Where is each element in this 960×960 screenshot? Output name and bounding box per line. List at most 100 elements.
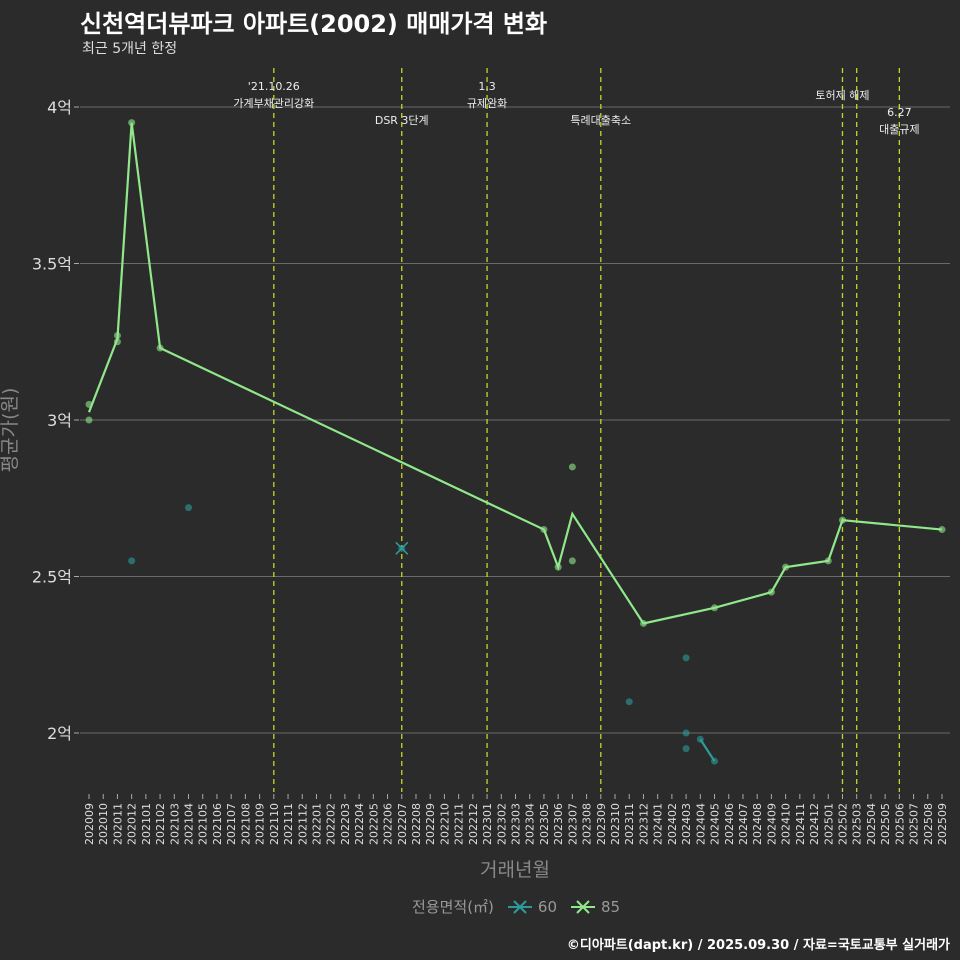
legend-marker-icon [571, 899, 595, 914]
y-tick-label: 2억 [47, 724, 72, 743]
data-point-85 [85, 416, 93, 424]
event-label: 규제완화 [467, 97, 507, 110]
x-tick-label: 202304 [524, 803, 537, 845]
data-point-60 [185, 504, 193, 512]
x-tick-label: 202203 [339, 803, 352, 845]
y-axis-title: 평균가(원) [0, 388, 21, 473]
legend-label: 60 [537, 897, 557, 916]
data-point-85 [568, 463, 576, 471]
x-tick-label: 202403 [680, 803, 693, 845]
series-line-85 [87, 122, 943, 625]
y-tick-label: 2.5억 [32, 568, 72, 587]
x-tick-label: 202111 [282, 803, 295, 845]
legend-title: 전용면적(㎡) [412, 898, 494, 916]
x-tick-label: 202204 [353, 803, 366, 845]
event-label: 1.3 [478, 80, 496, 93]
x-tick-label: 202408 [751, 803, 764, 845]
y-tick-label: 3.5억 [32, 255, 72, 274]
x-tick-label: 202509 [936, 803, 949, 845]
x-tick-label: 202504 [865, 803, 878, 845]
y-tick-label: 4억 [47, 98, 72, 117]
legend-item-60: 60 [507, 897, 557, 916]
x-tick-label: 202208 [410, 803, 423, 845]
x-tick-label: 202308 [581, 803, 594, 845]
series-line-60 [699, 738, 716, 762]
legend-marker-icon [507, 899, 532, 914]
x-tick-label: 202108 [239, 803, 252, 845]
x-tick-label: 202110 [268, 803, 281, 845]
x-tick-label: 202012 [126, 803, 139, 845]
x-tick-label: 202105 [197, 803, 210, 845]
x-tick-label: 202402 [666, 803, 679, 845]
x-tick-label: 202101 [140, 803, 153, 845]
x-tick-label: 202405 [709, 803, 722, 845]
x-tick-label: 202507 [908, 803, 921, 845]
x-tick-label: 202310 [609, 803, 622, 845]
x-tick-label: 202112 [296, 803, 309, 845]
x-tick-label: 202311 [623, 803, 636, 845]
x-tick-label: 202401 [652, 803, 665, 845]
x-tick-label: 202508 [922, 803, 935, 845]
x-tick-label: 202107 [225, 803, 238, 845]
legend-item-85: 85 [571, 898, 620, 916]
legend-label: 85 [601, 897, 621, 916]
data-point-85 [568, 557, 576, 565]
y-tick-label: 3억 [47, 411, 72, 430]
x-tick-label: 202104 [183, 803, 196, 845]
x-tick-label: 202211 [453, 803, 466, 845]
x-tick-label: 202102 [154, 803, 167, 845]
event-label: '21.10.26 [248, 80, 300, 93]
x-tick-label: 202106 [211, 803, 224, 845]
data-point-60 [625, 698, 633, 706]
x-tick-label: 202505 [879, 803, 892, 845]
x-tick-label: 202209 [424, 803, 437, 845]
x-tick-label: 202404 [694, 803, 707, 845]
x-tick-label: 202206 [382, 803, 395, 845]
x-tick-label: 202501 [822, 803, 835, 845]
x-tick-label: 202307 [566, 803, 579, 845]
x-tick-label: 202312 [637, 803, 650, 845]
x-tick-label: 202412 [808, 803, 821, 845]
data-point-60 [682, 745, 690, 753]
chart-subtitle: 최근 5개년 한정 [82, 41, 178, 57]
legend: 전용면적(㎡) 60 85 [412, 896, 620, 917]
data-point-60 [682, 654, 690, 662]
x-tick-label: 202302 [495, 803, 508, 845]
x-tick-label: 202406 [723, 803, 736, 845]
x-tick-label: 202109 [254, 803, 267, 845]
x-tick-label: 202301 [481, 803, 494, 845]
x-tick-label: 202205 [367, 803, 380, 845]
event-label: 토허제 해제 [815, 88, 869, 102]
x-tick-label: 202411 [794, 803, 807, 845]
x-tick-label: 202410 [780, 803, 793, 845]
x-tick-label: 202305 [538, 803, 551, 845]
x-tick-label: 202502 [836, 803, 849, 845]
x-tick-label: 202207 [396, 803, 409, 845]
x-tick-label: 202202 [325, 803, 338, 845]
x-tick-label: 202506 [893, 803, 906, 845]
event-label: 대출규제 [879, 123, 919, 136]
x-tick-label: 202103 [168, 803, 181, 845]
x-axis-title: 거래년월 [480, 859, 550, 881]
x-tick-label: 202407 [737, 803, 750, 845]
x-tick-label: 202201 [310, 803, 323, 845]
data-point-60 [682, 729, 690, 737]
x-tick-label: 202210 [438, 803, 451, 845]
event-label: 특례대출축소 [570, 114, 631, 127]
x-tick-label: 202309 [595, 803, 608, 845]
data-point-60 [128, 557, 136, 565]
event-label: 6.27 [887, 106, 912, 119]
x-tick-label: 202503 [851, 803, 864, 845]
x-tick-label: 202010 [97, 803, 110, 845]
x-tick-label: 202409 [765, 803, 778, 845]
x-tick-label: 202009 [83, 803, 96, 845]
x-tick-label: 202212 [467, 803, 480, 845]
chart-title: 신천역더뷰파크 아파트(2002) 매매가격 변화 [80, 10, 548, 38]
source-caption: ©디아파트(dapt.kr) / 2025.09.30 / 자료=국토교통부 실… [566, 938, 950, 953]
event-label: 가계부채관리강화 [233, 97, 314, 110]
x-tick-label: 202303 [510, 803, 523, 845]
mean-marker-60 [395, 541, 409, 555]
event-label: DSR 3단계 [375, 114, 429, 127]
